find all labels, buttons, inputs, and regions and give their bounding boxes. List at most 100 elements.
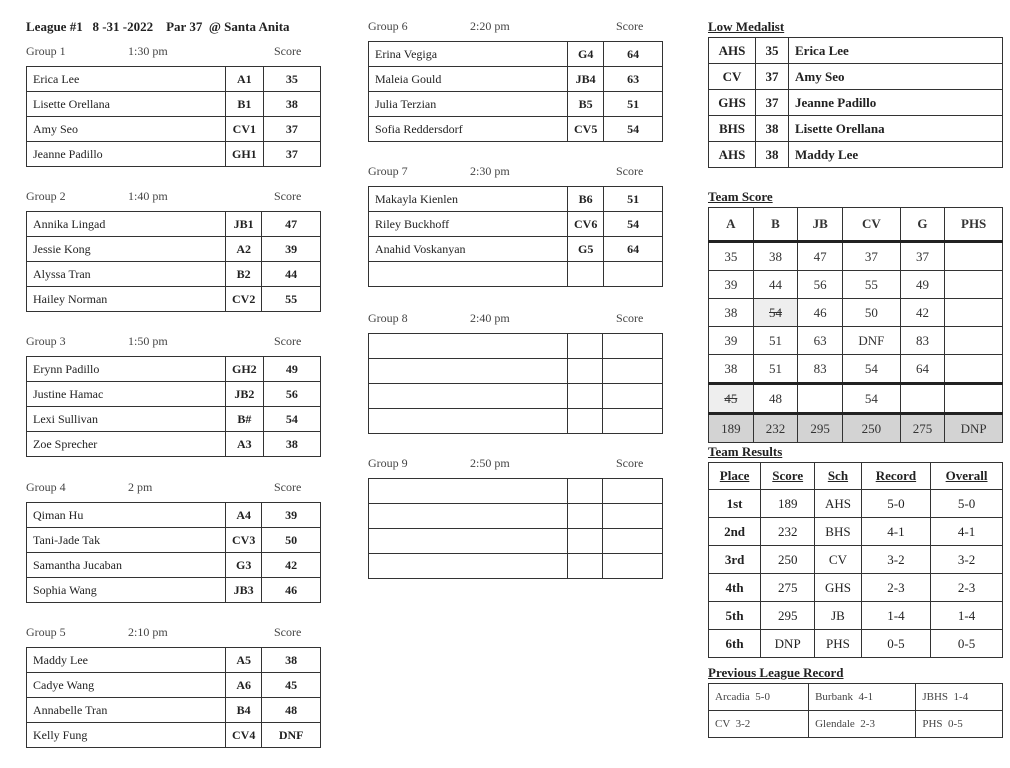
player-name: Jeanne Padillo: [26, 141, 226, 167]
page-title: League #1 8 -31 -2022 Par 37 @ Santa Ani…: [26, 19, 290, 34]
score-label: Score: [274, 44, 302, 58]
team-column-header: A: [708, 207, 754, 243]
results-row: 3rd 250 CV 3-2 3-2: [707, 545, 1003, 574]
results-row: 4th 275 GHS 2-3 2-3: [707, 573, 1003, 602]
player-code: G3: [224, 552, 263, 578]
player-score: 50: [261, 527, 321, 553]
player-score: 51: [603, 186, 663, 212]
team-column-header: B: [752, 207, 799, 243]
team-score-cell: 38: [752, 241, 799, 271]
team-score-cell: 35: [708, 241, 754, 271]
team-score-cell: [944, 241, 1003, 271]
medalist-name: Amy Seo: [788, 63, 1003, 90]
player-score: [603, 261, 663, 287]
group-header: Group 2 1:40 pm Score: [26, 189, 321, 211]
player-code: A5: [224, 647, 263, 673]
player-name: [368, 478, 568, 504]
player-score: 35: [262, 66, 322, 92]
results-row: 5th 295 JB 1-4 1-4: [707, 601, 1003, 630]
player-code: [567, 358, 603, 384]
player-score: [602, 553, 663, 579]
player-row: Alyssa Tran B2 44: [26, 261, 321, 287]
results-header: Place Score Sch Record Overall: [707, 462, 1003, 490]
score: 250: [760, 545, 816, 574]
group-header: Group 3 1:50 pm Score: [26, 334, 321, 356]
player-row: Maddy Lee A5 38: [26, 647, 321, 673]
record: 0-5: [860, 629, 932, 658]
score: 275: [760, 573, 816, 602]
team-score-cell: 54: [842, 383, 901, 414]
team-score-row: 38 51 83 54 64: [708, 354, 1003, 385]
medalist-row: GHS 37 Jeanne Padillo: [708, 89, 1003, 116]
team-score-row: 38 54 46 50 42: [708, 298, 1003, 327]
overall: 3-2: [930, 545, 1003, 574]
player-code: [567, 408, 603, 434]
previous-record-section: Previous League Record Arcadia 5-0 Burban…: [707, 665, 1003, 738]
player-code: B6: [566, 186, 605, 212]
medalist-score: 35: [755, 37, 789, 64]
player-score: 51: [603, 91, 663, 117]
team-score-row: 45 48 54: [708, 383, 1003, 414]
team-score-cell: 63: [797, 326, 844, 355]
player-name: [368, 553, 568, 579]
group-5: Group 5 2:10 pm Score Maddy Lee A5 38 Cadye…: [26, 625, 321, 748]
low-medalist-table: AHS 35 Erica Lee CV 37 Amy Seo GHS 37 Je…: [708, 37, 1003, 168]
team-total-row: 189 232 295 250 275 DNP: [708, 412, 1003, 443]
player-score: 63: [603, 66, 663, 92]
group-1: Group 1 1:30 pm Score Erica Lee A1 35 Liset…: [26, 44, 322, 167]
team-score-cell: [797, 383, 844, 414]
previous-record: Arcadia 5-0: [707, 683, 810, 711]
player-name: Tani-Jade Tak: [26, 527, 226, 553]
medalist-row: BHS 38 Lisette Orellana: [708, 115, 1003, 142]
group-header: Group 5 2:10 pm Score: [26, 625, 321, 647]
player-row: [368, 261, 663, 287]
team-total: 295: [797, 412, 844, 443]
player-score: 49: [262, 356, 322, 382]
team-score-cell: 51: [752, 354, 799, 385]
team-score-header: A B JB CV G PHS: [708, 207, 1003, 243]
player-score: 64: [603, 236, 663, 262]
player-code: CV4: [224, 722, 263, 748]
player-name: Annika Lingad: [26, 211, 226, 237]
previous-record-table: Arcadia 5-0 Burbank 4-1 JBHS 1-4 CV 3-2 Glen…: [707, 683, 1003, 738]
player-code: [567, 383, 603, 409]
group-header: Group 9 2:50 pm Score: [368, 456, 663, 478]
player-score: 42: [261, 552, 321, 578]
player-score: 54: [603, 116, 663, 142]
team-total: 250: [842, 412, 901, 443]
group-name: Group 1: [26, 44, 66, 58]
team-score-cell: 44: [752, 270, 799, 299]
player-row: [368, 408, 663, 434]
player-name: Samantha Jucaban: [26, 552, 226, 578]
place: 5th: [707, 601, 762, 630]
group-table: Erica Lee A1 35 Lisette Orellana B1 38 Amy Seo…: [26, 66, 322, 167]
player-row: Makayla Kienlen B6 51: [368, 186, 663, 212]
group-name: Group 6: [368, 19, 408, 33]
player-score: 44: [261, 261, 321, 287]
score-label: Score: [274, 189, 302, 203]
group-header: Group 6 2:20 pm Score: [368, 19, 663, 41]
player-score: [602, 478, 663, 504]
medalist-row: CV 37 Amy Seo: [708, 63, 1003, 90]
group-header: Group 8 2:40 pm Score: [368, 311, 663, 333]
player-name: [368, 261, 568, 287]
player-name: Amy Seo: [26, 116, 226, 142]
medalist-school: CV: [708, 63, 756, 90]
player-code: B1: [225, 91, 264, 117]
player-name: Kelly Fung: [26, 722, 226, 748]
player-name: Hailey Norman: [26, 286, 226, 312]
player-name: Maddy Lee: [26, 647, 226, 673]
player-code: B2: [224, 261, 263, 287]
score-label: Score: [274, 625, 302, 639]
medalist-row: AHS 35 Erica Lee: [708, 37, 1003, 64]
group-name: Group 5: [26, 625, 66, 639]
medalist-score: 37: [755, 89, 789, 116]
group-header: Group 1 1:30 pm Score: [26, 44, 321, 66]
group-table: Makayla Kienlen B6 51 Riley Buckhoff CV6 54 An…: [368, 186, 663, 287]
team-score-cell: [944, 383, 1003, 414]
player-row: Annika Lingad JB1 47: [26, 211, 321, 237]
player-code: GH1: [225, 141, 264, 167]
group-time: 2:50 pm: [470, 456, 510, 470]
school: CV: [814, 545, 862, 574]
team-score-cell: 83: [797, 354, 844, 385]
